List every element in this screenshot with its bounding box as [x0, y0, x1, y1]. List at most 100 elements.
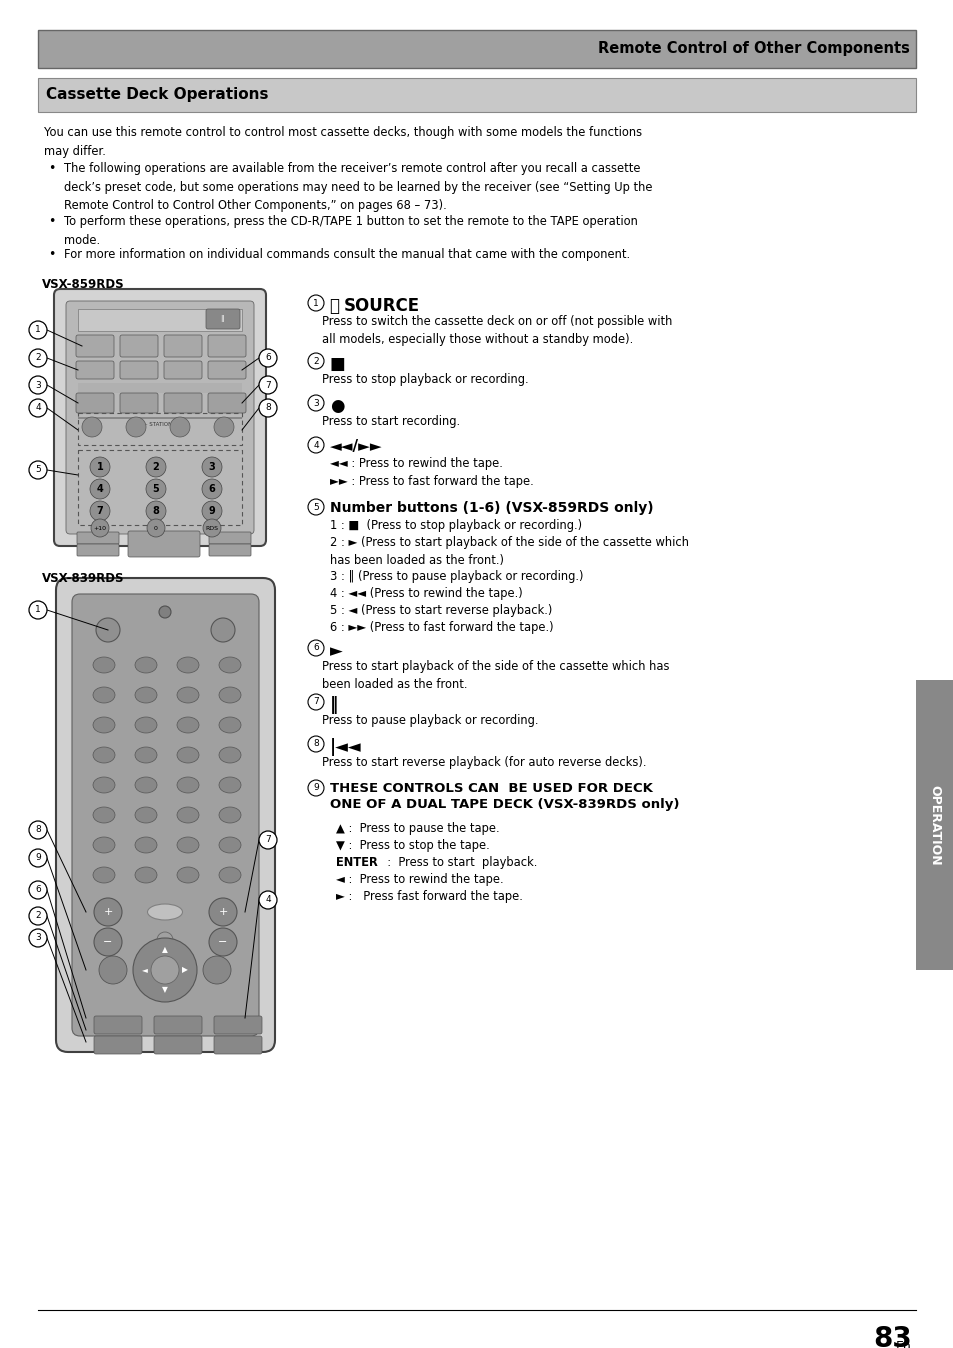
- Circle shape: [203, 956, 231, 984]
- Text: −: −: [103, 937, 112, 948]
- Text: |◄◄: |◄◄: [330, 737, 361, 756]
- Circle shape: [90, 479, 110, 499]
- Text: ●: ●: [330, 398, 344, 415]
- Text: ENTER: ENTER: [335, 856, 377, 869]
- Circle shape: [308, 499, 324, 515]
- Circle shape: [29, 929, 47, 948]
- Text: ▼: ▼: [162, 985, 168, 995]
- Text: VSX-859RDS: VSX-859RDS: [42, 278, 125, 291]
- Text: 2: 2: [152, 462, 159, 472]
- Text: 7: 7: [313, 697, 318, 706]
- Circle shape: [170, 417, 190, 437]
- Circle shape: [29, 399, 47, 417]
- Bar: [38, 30, 915, 67]
- Text: En: En: [895, 1340, 911, 1348]
- Text: 3: 3: [35, 380, 41, 390]
- Text: 4: 4: [265, 895, 271, 905]
- FancyBboxPatch shape: [77, 532, 119, 545]
- Circle shape: [146, 501, 166, 520]
- Ellipse shape: [177, 807, 199, 824]
- Circle shape: [258, 376, 276, 394]
- Bar: [78, 417, 242, 419]
- Ellipse shape: [219, 807, 241, 824]
- Text: 1: 1: [313, 298, 318, 307]
- Text: 8: 8: [152, 506, 159, 516]
- FancyBboxPatch shape: [54, 288, 266, 546]
- Text: The following operations are available from the receiver’s remote control after : The following operations are available f…: [64, 162, 652, 212]
- FancyBboxPatch shape: [164, 394, 202, 412]
- Circle shape: [258, 349, 276, 367]
- Circle shape: [91, 519, 109, 537]
- Text: 3 : ‖ (Press to pause playback or recording.): 3 : ‖ (Press to pause playback or record…: [330, 570, 583, 582]
- Text: ▲ :  Press to pause the tape.: ▲ : Press to pause the tape.: [335, 822, 499, 834]
- Circle shape: [90, 501, 110, 520]
- FancyBboxPatch shape: [94, 1016, 142, 1034]
- Circle shape: [202, 479, 222, 499]
- Ellipse shape: [148, 905, 182, 919]
- Text: 8: 8: [35, 825, 41, 834]
- FancyBboxPatch shape: [76, 394, 113, 412]
- Text: ▶: ▶: [182, 965, 188, 975]
- FancyBboxPatch shape: [77, 545, 119, 555]
- Circle shape: [146, 457, 166, 477]
- FancyBboxPatch shape: [208, 336, 246, 357]
- Text: Remote Control of Other Components: Remote Control of Other Components: [598, 42, 909, 57]
- Circle shape: [209, 898, 236, 926]
- Ellipse shape: [135, 807, 157, 824]
- Text: 7: 7: [265, 836, 271, 844]
- Text: ◄ :  Press to rewind the tape.: ◄ : Press to rewind the tape.: [335, 874, 503, 886]
- Text: Press to start playback of the side of the cassette which has
been loaded as the: Press to start playback of the side of t…: [322, 661, 669, 692]
- Circle shape: [209, 927, 236, 956]
- FancyBboxPatch shape: [120, 361, 158, 379]
- Text: 1: 1: [35, 325, 41, 334]
- Bar: [78, 383, 242, 394]
- Ellipse shape: [219, 747, 241, 763]
- Ellipse shape: [177, 747, 199, 763]
- Text: 1: 1: [96, 462, 103, 472]
- Circle shape: [308, 694, 324, 710]
- Text: ►: ►: [330, 642, 342, 661]
- Text: 6: 6: [313, 643, 318, 652]
- Text: Press to start reverse playback (for auto reverse decks).: Press to start reverse playback (for aut…: [322, 756, 646, 768]
- Text: •: •: [48, 214, 55, 228]
- Ellipse shape: [92, 687, 115, 704]
- Text: 6: 6: [35, 886, 41, 895]
- Text: Press to pause playback or recording.: Press to pause playback or recording.: [322, 714, 537, 727]
- Circle shape: [308, 353, 324, 369]
- Text: Press to start recording.: Press to start recording.: [322, 415, 459, 429]
- Text: 4 : ◄◄ (Press to rewind the tape.): 4 : ◄◄ (Press to rewind the tape.): [330, 586, 522, 600]
- Text: :  Press to start  playback.: : Press to start playback.: [379, 856, 537, 869]
- Ellipse shape: [135, 717, 157, 733]
- Text: OPERATION: OPERATION: [927, 785, 941, 865]
- Text: 3: 3: [35, 934, 41, 942]
- Text: 1 : ■  (Press to stop playback or recording.): 1 : ■ (Press to stop playback or recordi…: [330, 519, 581, 532]
- Circle shape: [29, 821, 47, 838]
- Text: ⏻: ⏻: [330, 297, 345, 315]
- Circle shape: [29, 849, 47, 867]
- Circle shape: [202, 501, 222, 520]
- Text: Press to stop playback or recording.: Press to stop playback or recording.: [322, 373, 528, 386]
- Text: 9: 9: [35, 853, 41, 863]
- Text: 6: 6: [265, 353, 271, 363]
- Circle shape: [157, 931, 172, 948]
- Text: VSX-839RDS: VSX-839RDS: [42, 572, 125, 585]
- FancyBboxPatch shape: [153, 1016, 202, 1034]
- Text: ■: ■: [330, 355, 345, 373]
- FancyBboxPatch shape: [208, 394, 246, 412]
- Circle shape: [29, 601, 47, 619]
- FancyBboxPatch shape: [120, 394, 158, 412]
- Text: Cassette Deck Operations: Cassette Deck Operations: [46, 88, 268, 102]
- Circle shape: [146, 479, 166, 499]
- Text: ►► : Press to fast forward the tape.: ►► : Press to fast forward the tape.: [330, 474, 533, 488]
- Circle shape: [82, 417, 102, 437]
- Text: 2 : ► (Press to start playback of the side of the cassette which
has been loaded: 2 : ► (Press to start playback of the si…: [330, 537, 688, 568]
- Circle shape: [29, 376, 47, 394]
- Text: 3: 3: [209, 462, 215, 472]
- FancyBboxPatch shape: [208, 361, 246, 379]
- Text: 0: 0: [153, 526, 158, 531]
- Ellipse shape: [135, 656, 157, 673]
- FancyBboxPatch shape: [94, 1037, 142, 1054]
- Ellipse shape: [177, 776, 199, 793]
- Text: ||: ||: [220, 315, 225, 322]
- FancyBboxPatch shape: [66, 301, 253, 534]
